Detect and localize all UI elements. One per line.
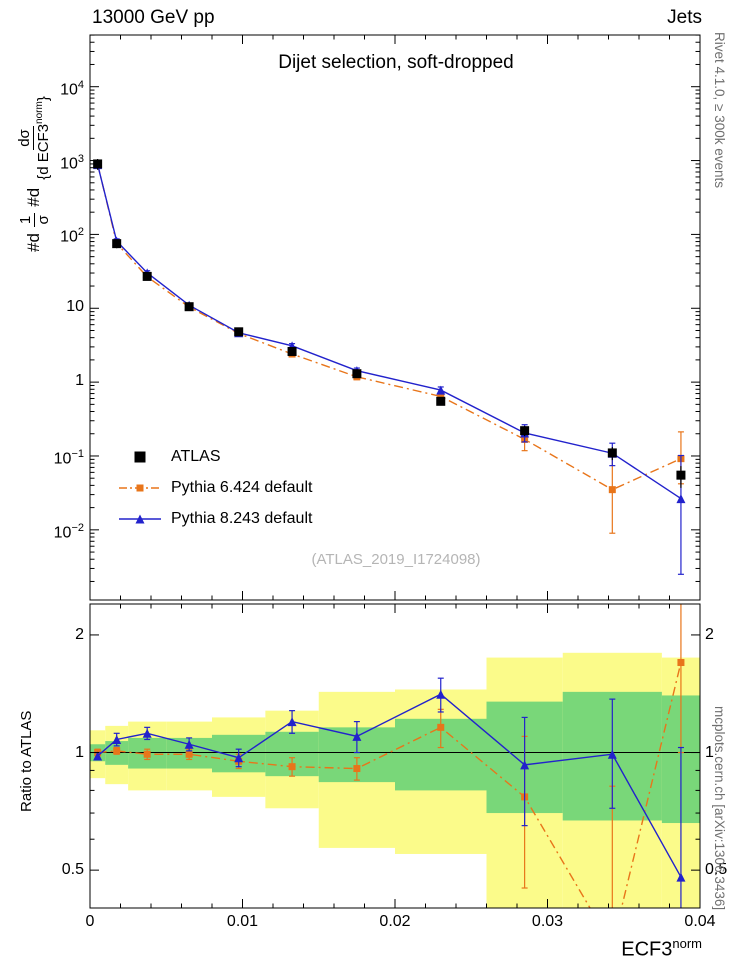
data-point-marker — [676, 470, 686, 480]
data-point-marker — [143, 750, 151, 758]
data-point-marker — [287, 717, 297, 727]
data-point-marker — [112, 734, 122, 744]
legend-item-pythia-6-424-default: Pythia 6.424 default — [118, 472, 312, 503]
data-point-marker — [288, 763, 296, 771]
data-point-marker — [234, 327, 244, 337]
data-point-marker — [520, 426, 530, 436]
ratio-series-pythia-8-243-default — [93, 677, 686, 908]
data-point-marker — [607, 448, 617, 458]
ylabel-fraction-2: dσ {d ECF3norm} — [16, 96, 53, 180]
plot-title: Dijet selection, soft-dropped — [278, 52, 514, 73]
data-point-marker — [112, 239, 122, 249]
data-point-marker — [185, 750, 193, 758]
data-point-marker — [676, 872, 686, 882]
beam-energy-label: 13000 GeV pp — [92, 7, 215, 28]
ylabel-prefix-2: #d — [24, 187, 44, 207]
data-point-marker — [353, 765, 361, 773]
ylabel-fraction-1: 1 σ — [16, 212, 53, 228]
data-point-marker — [436, 385, 446, 395]
data-point-marker — [676, 494, 686, 504]
analysis-id-watermark: (ATLAS_2019_I1724098) — [311, 551, 481, 568]
data-point-marker — [436, 689, 446, 699]
atlas-marker-icon — [134, 451, 146, 462]
legend-marker — [134, 451, 146, 462]
data-point-marker — [93, 159, 103, 169]
analysis-group-label: Jets — [667, 7, 702, 28]
uncertainty-bands — [90, 652, 700, 908]
ylabel-prefix-1: #d — [24, 233, 44, 252]
legend: ATLAS Pythia 6.424 default Pythia 8.243 de… — [118, 441, 312, 534]
axes-frame-and-ticks — [89, 34, 701, 909]
pythia-8-243-default-marker-icon — [119, 514, 161, 523]
main-series-atlas — [93, 158, 686, 488]
data-point-marker — [234, 753, 244, 763]
ratio-y-axis-label: Ratio to ATLAS — [18, 710, 35, 812]
pythia-6-424-default-marker-icon — [119, 484, 161, 491]
data-point-marker — [142, 728, 152, 738]
rivet-version-label: Rivet 4.1.0, ≥ 300k events — [712, 32, 727, 188]
main-y-axis-label: #d 1 σ #d dσ {d ECF3norm} — [16, 94, 53, 252]
legend-item-atlas: ATLAS — [118, 441, 312, 472]
data-point-marker — [608, 486, 616, 494]
data-point-marker — [184, 739, 194, 749]
mcplots-credit-label: mcplots.cern.ch [arXiv:1306.3436] — [712, 705, 727, 910]
data-point-marker — [184, 302, 194, 312]
legend-marker — [136, 484, 144, 491]
data-point-marker — [352, 731, 362, 741]
data-point-marker — [93, 751, 103, 761]
legend-label: ATLAS — [171, 447, 221, 465]
legend-label: Pythia 6.424 default — [171, 478, 313, 496]
data-point-marker — [113, 747, 121, 755]
legend-marker — [135, 514, 145, 523]
data-point-marker — [437, 723, 445, 731]
data-point-marker — [142, 271, 152, 281]
data-point-marker — [352, 369, 362, 379]
data-point-marker — [437, 392, 445, 400]
legend-label: Pythia 8.243 default — [171, 509, 313, 527]
x-axis-label: ECF3norm — [621, 936, 702, 961]
legend-item-pythia-8-243-default: Pythia 8.243 default — [118, 503, 312, 534]
data-point-marker — [287, 346, 297, 356]
data-point-marker — [677, 659, 685, 667]
data-point-marker — [607, 749, 617, 759]
data-point-marker — [520, 760, 530, 770]
data-point-marker — [436, 396, 446, 406]
